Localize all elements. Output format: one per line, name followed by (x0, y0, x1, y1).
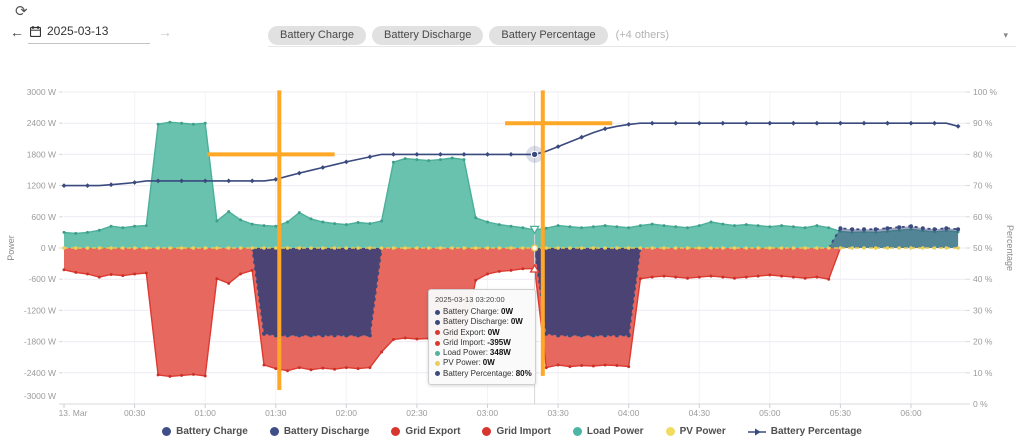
series-bullet-icon (435, 361, 440, 367)
svg-text:90 %: 90 % (973, 118, 993, 128)
calendar-icon (30, 25, 41, 37)
svg-text:05:00: 05:00 (759, 408, 781, 418)
series-bullet-icon (435, 309, 440, 315)
legend-item-pv-power[interactable]: PV Power (665, 426, 726, 437)
svg-text:04:00: 04:00 (618, 408, 640, 418)
svg-text:04:30: 04:30 (689, 408, 711, 418)
y-axis-right: 100 % 90 % 80 % 70 % 60 % 50 % 40 % 30 % 20 % 10 … (966, 87, 1015, 409)
svg-text:01:30: 01:30 (265, 408, 287, 418)
date-value: 2025-03-13 (47, 24, 109, 38)
chart-legend: Battery Charge Battery Discharge Grid Expo… (0, 426, 1024, 437)
tooltip-row-battery-discharge: Battery Discharge: 0W (435, 317, 529, 327)
svg-text:-1200 W: -1200 W (24, 305, 56, 315)
refresh-button[interactable]: ⟳ (15, 3, 28, 20)
svg-text:-3000 W: -3000 W (24, 391, 56, 401)
tooltip-row-battery-percentage: Battery Percentage: 80% (435, 369, 532, 379)
tooltip-timestamp: 2025-03-13 03:20:00 (435, 295, 505, 304)
svg-text:60 %: 60 % (973, 212, 993, 222)
legend-item-battery-charge[interactable]: Battery Charge (162, 426, 248, 437)
tooltip-rows: Battery Charge: 0W Battery Discharge: 0W Gri… (435, 307, 532, 379)
tooltip-row-battery-charge: Battery Charge: 0W (435, 307, 529, 317)
svg-text:50 %: 50 % (973, 243, 993, 253)
series-bullet-icon (435, 340, 440, 346)
svg-text:0 W: 0 W (41, 243, 56, 253)
series-chip-list: Battery Charge Battery Discharge Battery P… (268, 25, 608, 45)
svg-text:-2400 W: -2400 W (24, 368, 56, 378)
legend-arrow-line-icon (747, 427, 766, 437)
svg-text:1800 W: 1800 W (27, 149, 56, 159)
date-input[interactable]: 2025-03-13 (28, 22, 150, 44)
series-chip-battery-discharge[interactable]: Battery Discharge (371, 25, 484, 45)
svg-text:3000 W: 3000 W (27, 87, 56, 97)
prev-day-arrow[interactable]: ← (10, 24, 24, 40)
tooltip-row-load-power: Load Power: 348W (435, 348, 529, 358)
chart-tooltip: 2025-03-13 03:20:00 Battery Charge: 0W Bat… (428, 289, 536, 386)
series-line-pv-power (62, 246, 960, 250)
svg-text:-1800 W: -1800 W (24, 337, 56, 347)
svg-text:0 %: 0 % (973, 399, 988, 409)
y-axis-left: 3000 W 2400 W 1800 W 1200 W 600 W 0 W -600 W -1… (6, 87, 63, 405)
svg-text:30 %: 30 % (973, 305, 993, 315)
legend-circle-icon (665, 427, 675, 436)
svg-text:03:30: 03:30 (547, 408, 569, 418)
legend-item-battery-percentage[interactable]: Battery Percentage (747, 426, 862, 437)
series-chip-battery-charge[interactable]: Battery Charge (268, 25, 366, 45)
x-axis: 13. Mar 00:30 01:00 01:30 02:00 02:30 03:00 03:… (59, 403, 968, 418)
svg-text:80 %: 80 % (973, 149, 993, 159)
svg-text:06:00: 06:00 (900, 408, 922, 418)
series-area-load-power (62, 120, 960, 248)
svg-text:-600 W: -600 W (29, 274, 56, 284)
legend-item-grid-export[interactable]: Grid Export (391, 426, 460, 437)
svg-text:Power: Power (6, 235, 16, 261)
series-bullet-icon (435, 371, 440, 377)
svg-text:13. Mar: 13. Mar (59, 408, 88, 418)
series-chip-battery-percentage[interactable]: Battery Percentage (489, 25, 608, 45)
series-filter-select[interactable]: Battery Charge Battery Discharge Battery P… (268, 24, 1016, 47)
tooltip-row-grid-import: Grid Import: -395W (435, 338, 529, 348)
tooltip-row-grid-export: Grid Export: 0W (435, 328, 529, 338)
crosshair-annotations (207, 90, 613, 390)
tooltip-row-pv-power: PV Power: 0W (435, 358, 529, 368)
legend-item-grid-import[interactable]: Grid Import (482, 426, 551, 437)
series-area-battery-charge (251, 247, 642, 338)
svg-text:20 %: 20 % (973, 337, 993, 347)
svg-text:40 %: 40 % (973, 274, 993, 284)
svg-text:00:30: 00:30 (124, 408, 146, 418)
svg-text:70 %: 70 % (973, 181, 993, 191)
dropdown-caret-icon[interactable]: ▾ (1003, 30, 1008, 40)
legend-circle-icon (269, 427, 279, 436)
series-bullet-icon (435, 319, 440, 325)
legend-circle-icon (482, 427, 492, 436)
svg-text:05:30: 05:30 (830, 408, 852, 418)
legend-circle-icon (391, 427, 401, 436)
svg-text:2400 W: 2400 W (27, 118, 56, 128)
svg-text:10 %: 10 % (973, 368, 993, 378)
legend-item-load-power[interactable]: Load Power (572, 426, 644, 437)
svg-text:03:00: 03:00 (477, 408, 499, 418)
series-bullet-icon (435, 350, 440, 356)
svg-text:100 %: 100 % (973, 87, 998, 97)
svg-text:02:00: 02:00 (336, 408, 358, 418)
next-day-arrow[interactable]: → (158, 24, 172, 40)
svg-text:Percentage: Percentage (1005, 225, 1015, 271)
others-count-label: (+4 others) (615, 29, 670, 41)
legend-circle-icon (162, 427, 172, 436)
svg-text:02:30: 02:30 (406, 408, 428, 418)
svg-text:600 W: 600 W (31, 212, 56, 222)
series-bullet-icon (435, 330, 440, 336)
series-area-battery-discharge (827, 224, 961, 249)
legend-circle-icon (572, 427, 582, 436)
svg-text:1200 W: 1200 W (27, 181, 56, 191)
series-line-battery-percentage (61, 120, 961, 188)
legend-item-battery-discharge[interactable]: Battery Discharge (269, 426, 369, 437)
date-navigator: ← 2025-03-13 → (10, 22, 172, 44)
svg-text:01:00: 01:00 (195, 408, 217, 418)
